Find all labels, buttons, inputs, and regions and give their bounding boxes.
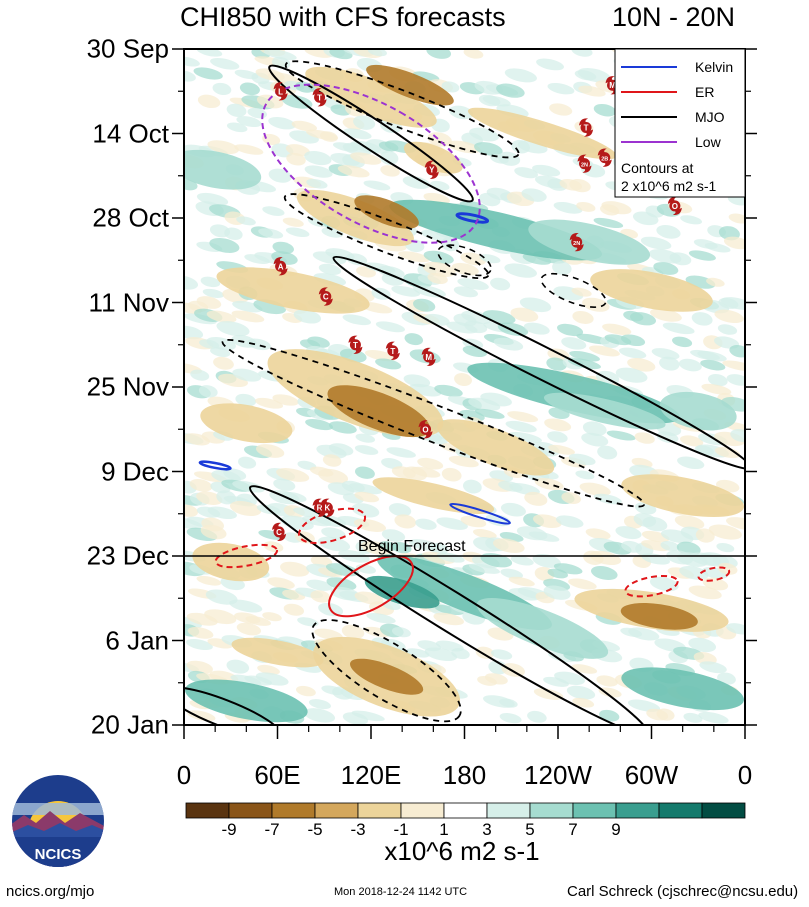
footer-timestamp: Mon 2018-12-24 1142 UTC [334,886,468,898]
x-tick-label: 120W [524,760,592,790]
colorbar-swatch [572,802,617,819]
tc-marker: T [385,341,400,360]
y-tick-label: 28 Oct [92,202,169,233]
colorbar-swatch [615,802,660,819]
tc-marker-label: M [609,81,616,90]
region-label: 10N - 20N [612,2,736,32]
chart-title: CHI850 with CFS forecasts [180,2,506,32]
x-tick-label: 180 [442,760,487,790]
legend-entry: Kelvin [621,59,733,75]
x-tick-label: 60E [254,760,301,790]
tc-marker-label: C [276,528,282,537]
tc-marker: O [418,420,433,439]
legend-label: MJO [695,109,725,125]
tc-marker-label: A [278,262,284,271]
colorbar-swatch [529,802,574,819]
tc-marker-label: 2N [573,241,580,247]
colorbar-tick-label: -3 [350,820,366,839]
forecast-line: Begin Forecast [184,538,745,557]
y-tick-label: 23 Dec [86,540,169,571]
y-tick-label: 25 Nov [86,371,169,402]
colorbar-swatch [271,802,316,819]
colorbar-swatch [228,802,273,819]
tc-marker-label: Y [429,166,435,175]
legend-note-line1: Contours at [621,160,693,176]
tc-marker-label: M [425,353,432,362]
colorbar-tick-label: -5 [307,820,323,839]
colorbar-swatch [357,802,402,819]
forecast-label: Begin Forecast [358,538,466,555]
tc-marker: T [348,335,363,354]
tc-marker-label: T [584,123,589,132]
tc-marker: T [312,88,327,107]
tc-marker: C [318,287,333,306]
colorbar-tick-label: -9 [221,820,237,839]
tc-marker-label: 2N [581,163,588,169]
colorbar-swatch [185,802,230,819]
tc-marker: K [320,498,335,517]
colorbar-tick-label: 5 [525,820,535,839]
y-tick-label: 20 Jan [90,709,169,740]
legend-label: ER [695,84,714,100]
y-tick-label: 9 Dec [101,456,169,486]
x-tick-label: 0 [176,760,192,790]
colorbar-swatch [486,802,531,819]
contours [184,60,745,725]
y-tick-label: 14 Oct [92,118,169,148]
x-tick-label: 120E [340,760,402,790]
tc-marker-label: O [672,202,678,211]
tc-marker: A [273,257,288,276]
tc-marker: M [421,347,436,366]
tc-marker: C [272,522,287,541]
tc-marker: O [667,196,682,216]
ncics-logo: NCICS [12,775,104,867]
tc-marker: Y [424,160,439,179]
tc-marker-label: O [422,425,428,434]
colorbar-tick-label: 3 [482,820,492,839]
axis-ticks [172,48,757,739]
legend-label: Kelvin [695,59,733,75]
tc-marker-label: T [390,347,395,356]
tc-marker-label: C [323,292,329,301]
tc-marker: 2N [577,154,592,173]
y-tick-label: 6 Jan [105,625,169,655]
x-tick-label: 0 [737,760,753,790]
tc-marker-label: R [317,504,323,513]
colorbar-tick-label: -1 [393,820,409,839]
footer-author-contact[interactable]: Carl Schreck (cjschrec@ncsu.edu) [567,883,799,900]
x-tick-label: 60W [624,760,679,790]
y-tick-label: 30 Sep [86,33,169,64]
colorbar-swatch [443,802,488,819]
legend-entry: ER [621,84,714,100]
colorbar-tick-label: 7 [568,820,578,839]
legend-entry: MJO [621,109,725,125]
footer-website-link[interactable]: ncics.org/mjo [6,883,95,900]
colorbar-swatch [400,802,445,819]
colorbar-swatch [658,802,703,819]
tc-marker-label: T [317,93,322,102]
colorbar-tick-label: -7 [264,820,280,839]
tc-marker-label: T [353,341,358,350]
y-tick-label: 11 Nov [88,287,169,317]
tc-marker: L [273,82,288,101]
legend-note-line2: 2 x10^6 m2 s-1 [621,178,716,194]
logo-text: NCICS [35,846,82,863]
colorbar-tick-label: 9 [611,820,621,839]
legend-entry: Low [621,134,722,150]
tc-marker: T [579,118,594,137]
tc-marker: 2B [597,148,612,167]
colorbar-units: x10^6 m2 s-1 [384,836,540,866]
colorbar-tick-label: 1 [439,820,449,839]
tc-marker-label: K [324,504,330,513]
tc-marker-label: 2B [601,157,608,163]
legend-label: Low [695,134,722,150]
colorbar [185,802,746,819]
tc-marker: 2N [569,233,584,252]
colorbar-swatch [314,802,359,819]
tc-marker-label: L [278,87,283,96]
colorbar-swatch [701,802,746,819]
